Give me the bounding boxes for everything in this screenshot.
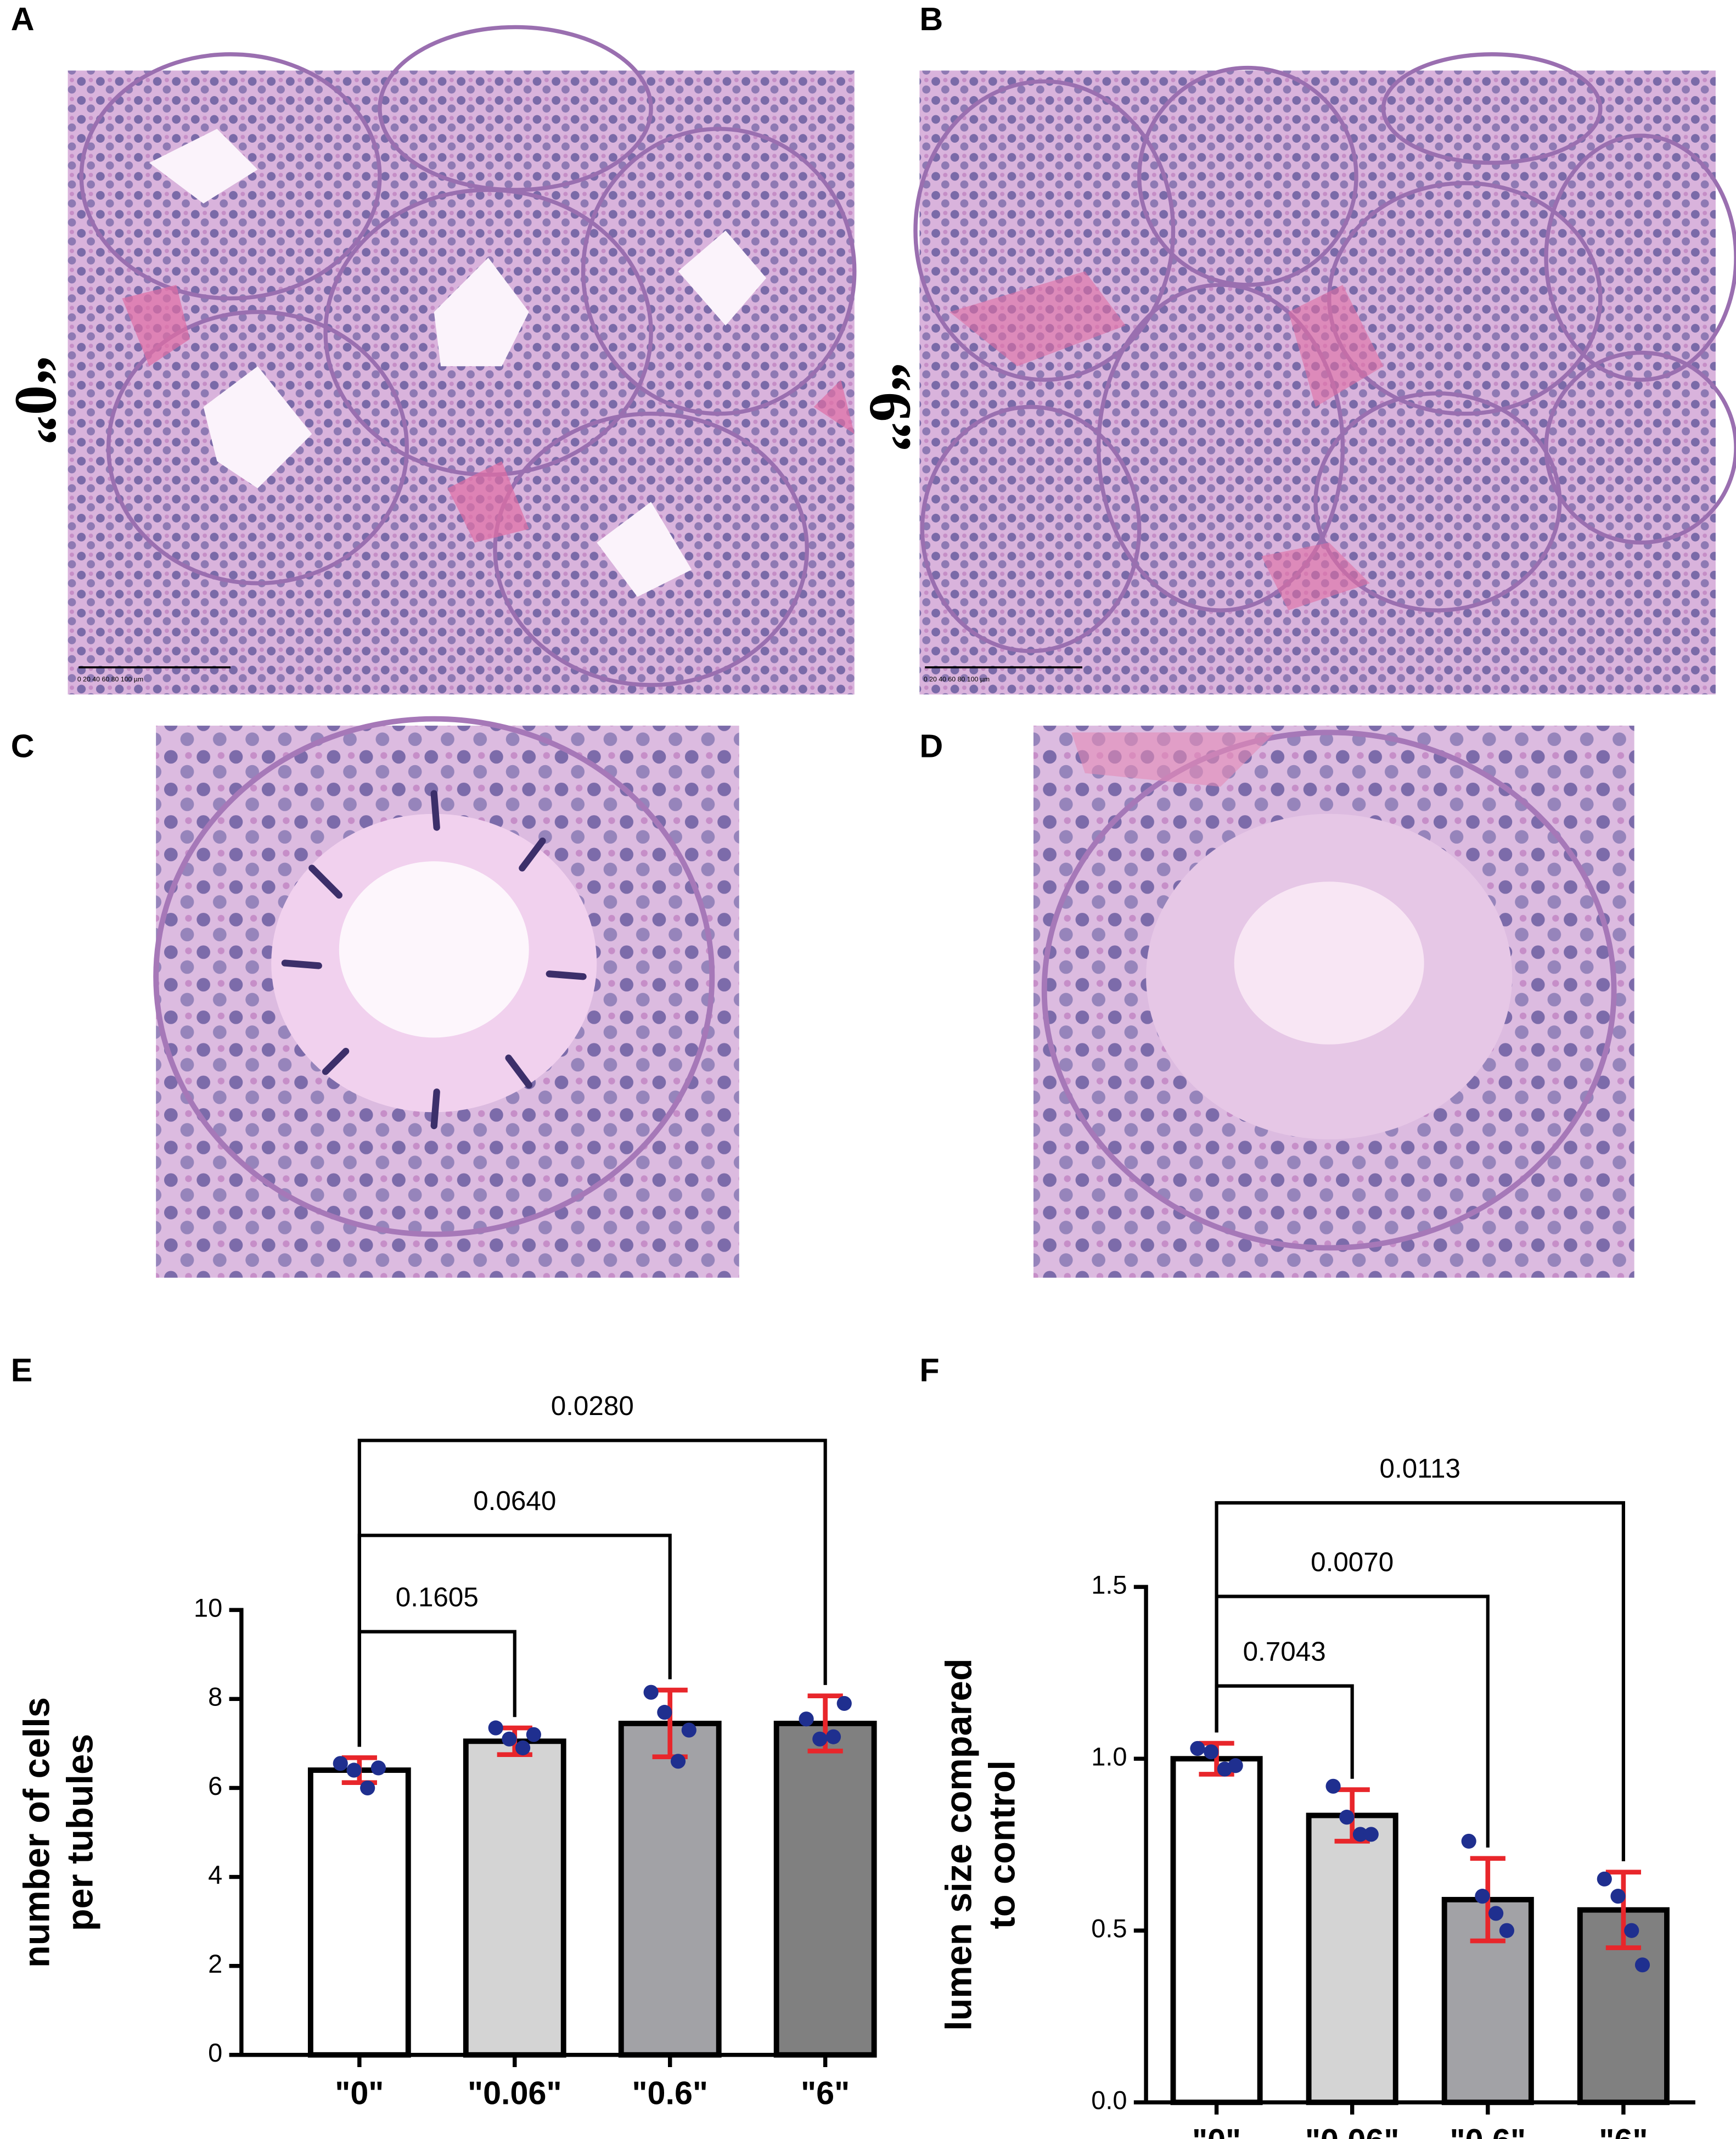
y-axis-label: per tubules: [60, 1734, 100, 1932]
data-point: [836, 1696, 852, 1711]
panel-label: D: [919, 728, 943, 765]
x-tick-label: "0.06": [468, 2075, 562, 2112]
x-tick-label: "6": [1599, 2122, 1648, 2139]
comparison-bracket: [357, 1439, 827, 1747]
data-point: [360, 1780, 375, 1796]
y-axis-label: number of cells: [16, 1697, 57, 1968]
y-tick-label: 1.5: [1091, 1570, 1127, 1599]
bar: [1306, 1812, 1398, 2106]
data-point: [515, 1740, 531, 1756]
micrograph-d: [1033, 726, 1634, 1278]
data-point: [825, 1729, 841, 1744]
x-tick-label: "0.6": [1450, 2122, 1526, 2139]
y-tick-label: 6: [208, 1771, 222, 1800]
group-caption: “0”: [3, 355, 69, 445]
data-point: [488, 1720, 503, 1736]
data-point: [346, 1762, 362, 1778]
panel-label: C: [11, 728, 35, 765]
y-tick-label: 1.0: [1091, 1742, 1127, 1771]
panel-label: A: [11, 1, 35, 37]
data-point: [799, 1711, 814, 1727]
group-caption: “6”: [857, 362, 924, 452]
data-point: [1204, 1744, 1219, 1760]
micrograph-b: [913, 52, 1736, 695]
y-axis-label: lumen size compared: [939, 1659, 980, 2031]
y-tick-label: 8: [208, 1682, 222, 1711]
panel-label: E: [11, 1351, 33, 1388]
data-point: [1228, 1758, 1243, 1773]
data-point: [1610, 1889, 1626, 1904]
data-point: [1190, 1741, 1205, 1756]
y-tick-label: 4: [208, 1860, 222, 1889]
data-point: [657, 1705, 672, 1720]
data-point: [812, 1731, 828, 1747]
data-point: [670, 1754, 686, 1769]
y-tick-label: 10: [194, 1593, 222, 1623]
y-tick-label: 2: [208, 1949, 222, 1978]
micrograph-c: [153, 716, 739, 1278]
data-point: [526, 1727, 541, 1742]
data-point: [1624, 1923, 1639, 1938]
data-point: [502, 1731, 517, 1747]
p-value: 0.0113: [1380, 1453, 1460, 1484]
data-point: [1363, 1827, 1379, 1842]
data-point: [1339, 1810, 1355, 1825]
data-point: [1352, 1827, 1368, 1842]
scale-bar-label: 0 20 40 60 80 100 µm: [77, 675, 143, 683]
scale-bar-label: 0 20 40 60 80 100 µm: [924, 675, 990, 683]
p-value: 0.1605: [396, 1582, 479, 1613]
bar: [307, 1767, 411, 2058]
p-value: 0.0280: [551, 1391, 634, 1421]
bar: [1170, 1756, 1263, 2106]
comparison-bracket: [1215, 1501, 1625, 1862]
bar: [463, 1738, 566, 2058]
x-tick-label: "0": [1192, 2122, 1241, 2139]
data-point: [681, 1722, 696, 1738]
p-value: 0.0640: [473, 1486, 556, 1516]
data-point: [1597, 1871, 1612, 1887]
y-tick-label: 0.5: [1091, 1914, 1127, 1943]
data-point: [1634, 1957, 1650, 1973]
data-point: [1499, 1923, 1514, 1938]
panel-label: B: [919, 1, 943, 37]
y-axis-label: to control: [982, 1760, 1023, 1929]
y-tick-label: 0.0: [1091, 2086, 1127, 2115]
bar: [618, 1720, 722, 2058]
data-point: [643, 1685, 659, 1700]
x-tick-label: "6": [801, 2075, 850, 2112]
bar: [773, 1720, 877, 2058]
data-point: [370, 1760, 386, 1776]
x-tick-label: "0.6": [632, 2075, 708, 2112]
p-value: 0.0070: [1311, 1547, 1394, 1577]
x-tick-label: "0": [335, 2075, 384, 2112]
panel-label: F: [919, 1351, 939, 1388]
data-point: [1325, 1778, 1341, 1794]
data-point: [1488, 1906, 1504, 1921]
x-tick-label: "0.06": [1305, 2122, 1400, 2139]
data-point: [1461, 1833, 1476, 1849]
error-bar: [1605, 1869, 1642, 1950]
y-tick-label: 0: [208, 2038, 222, 2067]
data-point: [1475, 1889, 1490, 1904]
p-value: 0.7043: [1243, 1636, 1326, 1666]
data-point: [333, 1756, 348, 1771]
micrograph-a: [68, 25, 857, 695]
